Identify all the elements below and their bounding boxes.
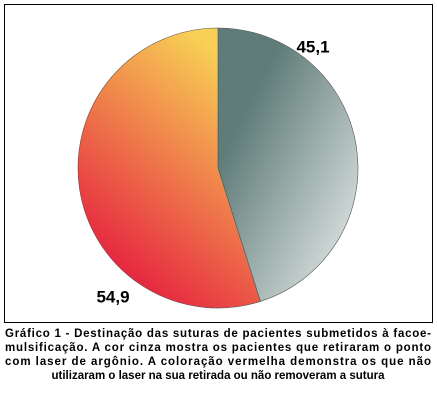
caption-line: mulsificação. A cor cinza mostra os paci…: [5, 342, 431, 354]
caption-line: Gráfico 1 - Destinação das suturas de pa…: [5, 328, 431, 340]
data-label: 45,1: [296, 37, 329, 56]
data-label: 54,9: [96, 287, 129, 306]
caption-line: utilizaram o laser na sua retirada ou nã…: [52, 370, 386, 382]
caption-line: com laser de argônio. A coloração vermel…: [5, 356, 431, 368]
pie-slice: [77, 27, 261, 309]
pie-slice: [217, 27, 359, 302]
